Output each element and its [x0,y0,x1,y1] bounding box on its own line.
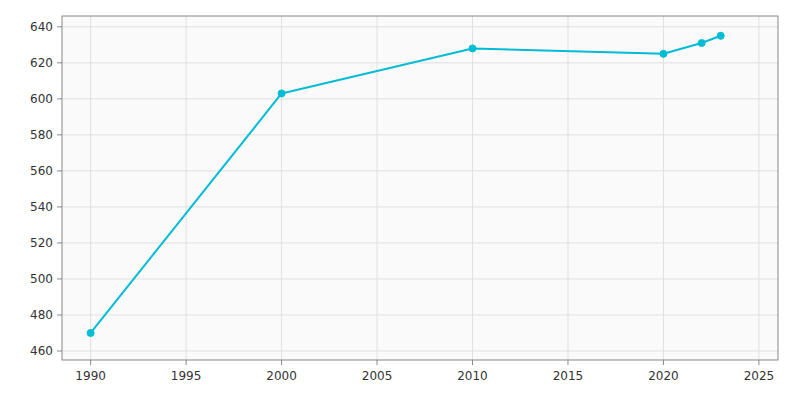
y-tick [57,170,62,171]
x-grid-line [567,16,568,360]
x-grid-line [758,16,759,360]
y-tick-label: 520 [30,236,53,250]
y-tick-label: 500 [30,272,53,286]
y-tick [57,314,62,315]
point [469,45,476,52]
point [698,40,705,47]
y-grid-line [62,242,778,243]
x-tick [186,360,187,365]
chart-container: 1990 1995 2000 2005 2010 2015 2020 2025 460 480 50… [0,0,800,400]
x-tick-label: 2025 [744,369,775,383]
x-tick-label: 2020 [648,369,679,383]
y-tick [57,98,62,99]
x-tick-label: 1995 [171,369,202,383]
y-tick-label: 540 [30,200,53,214]
x-tick-label: 2000 [266,369,297,383]
point [660,50,667,57]
plot-background [62,16,778,360]
y-grid-line [62,314,778,315]
x-grid-line [90,16,91,360]
y-tick [57,278,62,279]
y-tick-label: 480 [30,308,53,322]
y-grid-line [62,350,778,351]
y-tick [57,206,62,207]
x-grid-line [663,16,664,360]
y-tick [57,350,62,351]
x-tick [377,360,378,365]
x-tick [758,360,759,365]
y-grid-line [62,98,778,99]
y-tick-label: 620 [30,56,53,70]
x-grid-line [281,16,282,360]
x-tick [663,360,664,365]
point [278,90,285,97]
x-tick [567,360,568,365]
x-tick-label: 1990 [75,369,106,383]
y-tick-label: 600 [30,92,53,106]
point [717,32,724,39]
grid [62,16,778,360]
x-tick-label: 2015 [553,369,584,383]
chart: 1990 1995 2000 2005 2010 2015 2020 2025 460 480 50… [0,0,800,400]
x-tick [281,360,282,365]
tick-labels: 1990 1995 2000 2005 2010 2015 2020 2025 460 480 50… [30,20,774,383]
x-grid-line [186,16,187,360]
y-grid-line [62,62,778,63]
page: {"chart_data": {"type": "line", "x": [19… [0,0,800,400]
line [91,36,721,333]
y-tick [57,26,62,27]
y-grid-line [62,278,778,279]
y-tick [57,134,62,135]
plot-frame [62,16,778,360]
y-tick-label: 580 [30,128,53,142]
x-tick [472,360,473,365]
x-tick-label: 2010 [457,369,488,383]
x-tick-label: 2005 [362,369,393,383]
y-grid-line [62,206,778,207]
x-grid-line [472,16,473,360]
y-tick-label: 640 [30,20,53,34]
y-tick [57,242,62,243]
x-tick [90,360,91,365]
y-tick-label: 460 [30,344,53,358]
y-tick [57,62,62,63]
point [87,329,94,336]
y-grid-line [62,170,778,171]
data-layer [87,32,724,336]
y-grid-line [62,134,778,135]
y-grid-line [62,26,778,27]
x-grid-line [377,16,378,360]
y-tick-label: 560 [30,164,53,178]
